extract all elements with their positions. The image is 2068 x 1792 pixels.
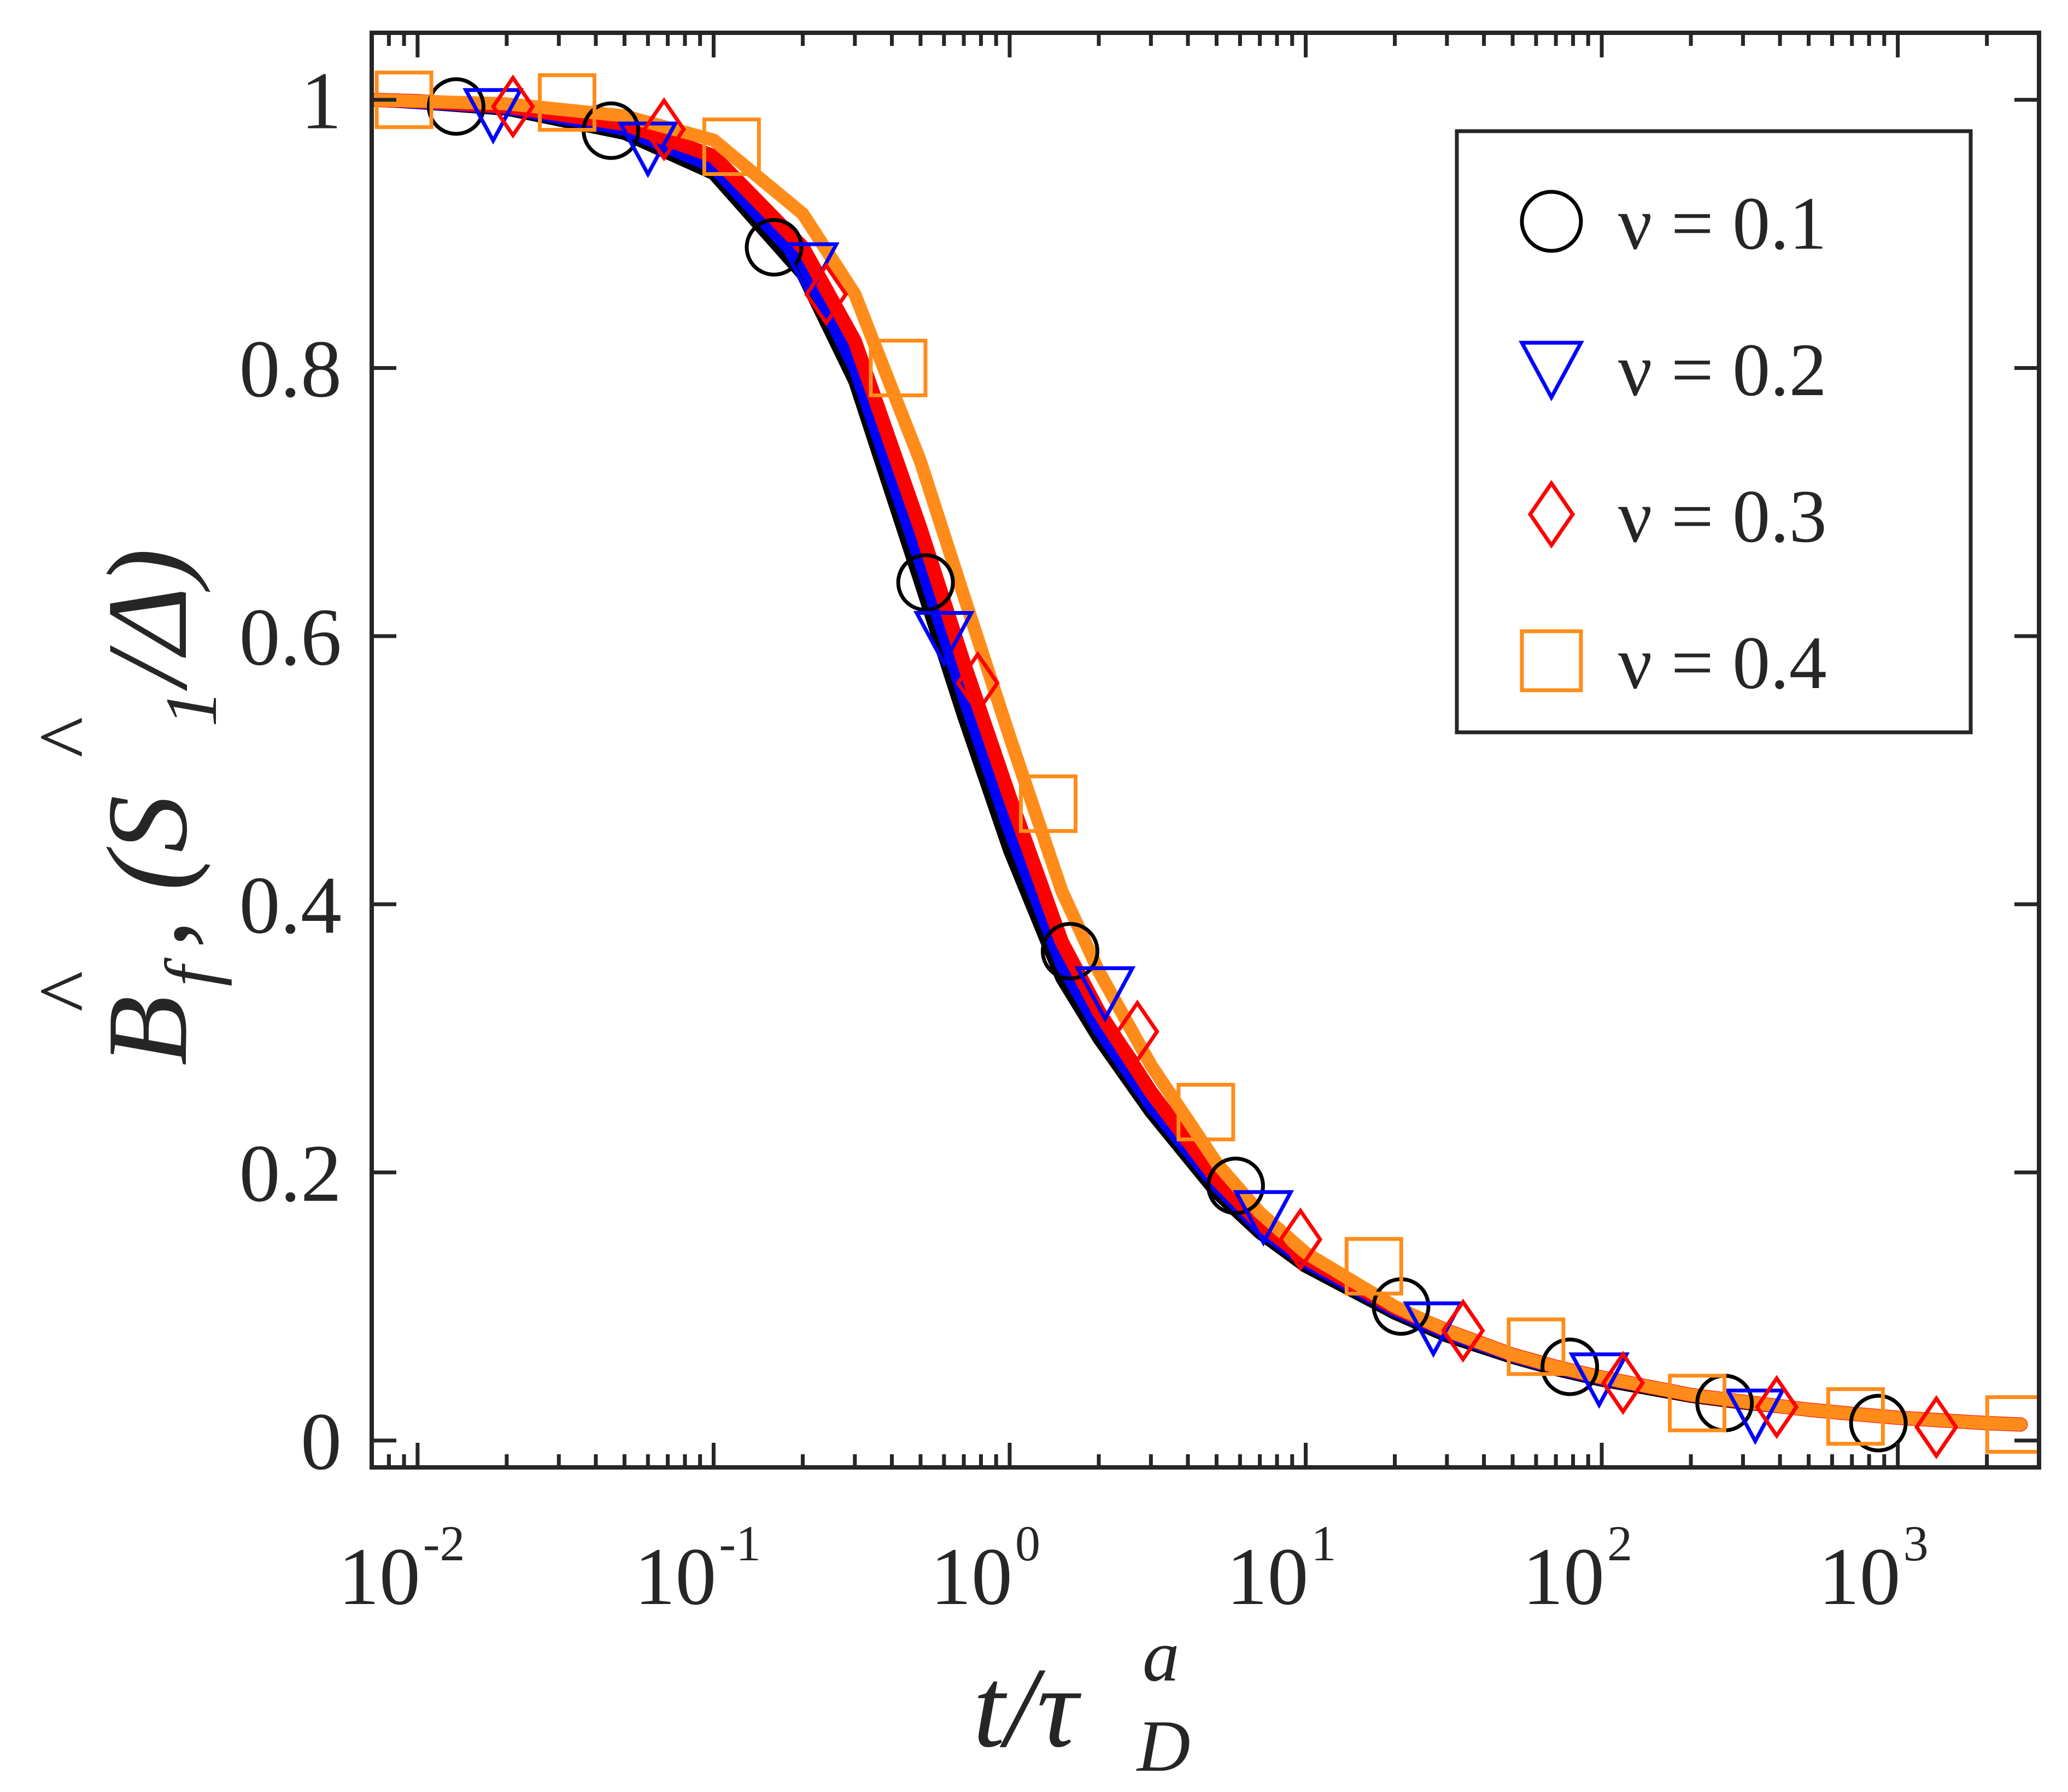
y-tick-label-5: 0.8 bbox=[239, 324, 342, 414]
marker-series-1-point-5 bbox=[1041, 921, 1100, 980]
y-axis-label: B ^ f , (S 1 ^ /Δ) bbox=[20, 548, 232, 1066]
marker-series-2-point-4 bbox=[913, 610, 975, 668]
x-tick-label-5: 10 bbox=[1522, 1531, 1604, 1622]
svg-text:1: 1 bbox=[151, 690, 232, 727]
marker-series-4-point-3 bbox=[702, 117, 761, 177]
series-markers bbox=[374, 70, 2039, 1460]
svg-text:/Δ): /Δ) bbox=[84, 548, 211, 691]
x-tick-labels: 10 -2 10 -1 10 0 10 1 10 2 10 3 bbox=[338, 1515, 1929, 1622]
marker-series-1-point-3 bbox=[745, 218, 804, 277]
y-tick-label-6: 1 bbox=[301, 56, 342, 146]
marker-series-3-point-1 bbox=[491, 74, 535, 139]
x-axis-label-sup: a bbox=[1143, 1615, 1180, 1697]
y-tick-label-1: 0 bbox=[301, 1396, 342, 1487]
y-tick-label-2: 0.2 bbox=[239, 1128, 342, 1219]
marker-series-3-point-10 bbox=[1914, 1395, 1959, 1460]
x-tick-exponent-2: -1 bbox=[719, 1515, 761, 1571]
x-tick-exponent-1: -2 bbox=[423, 1515, 465, 1571]
y-tick-label-4: 0.6 bbox=[239, 592, 342, 683]
marker-series-2-point-7 bbox=[1403, 1301, 1464, 1358]
y-tick-labels: 0 0.2 0.4 0.6 0.8 1 bbox=[239, 56, 342, 1487]
marker-series-3-point-9 bbox=[1754, 1374, 1799, 1440]
x-tick-label-1: 10 bbox=[338, 1531, 420, 1622]
legend-label-1: ν = 0.1 bbox=[1618, 181, 1827, 265]
legend-marker-2 bbox=[1519, 340, 1584, 402]
marker-series-3-point-6 bbox=[1278, 1207, 1323, 1272]
x-tick-label-4: 10 bbox=[1227, 1531, 1309, 1622]
marker-series-4-point-10 bbox=[1826, 1387, 1885, 1446]
marker-series-4-point-7 bbox=[1344, 1237, 1403, 1296]
y-tick-label-3: 0.4 bbox=[239, 860, 342, 951]
x-tick-exponent-5: 2 bbox=[1607, 1515, 1632, 1571]
x-tick-label-3: 10 bbox=[930, 1531, 1012, 1622]
legend-label-2: ν = 0.2 bbox=[1618, 328, 1827, 412]
svg-text:B: B bbox=[84, 996, 211, 1066]
plot-frame bbox=[370, 31, 2041, 1470]
marker-series-3-point-3 bbox=[804, 262, 848, 327]
axis-ticks bbox=[370, 33, 2041, 1467]
marker-series-3-point-2 bbox=[642, 97, 686, 162]
marker-series-4-point-9 bbox=[1668, 1373, 1727, 1432]
legend-marker-1 bbox=[1520, 190, 1583, 253]
marker-series-2-point-1 bbox=[462, 88, 524, 145]
marker-series-3-point-4 bbox=[956, 651, 1000, 715]
marker-series-1-point-6 bbox=[1206, 1156, 1265, 1215]
x-tick-exponent-6: 3 bbox=[1903, 1515, 1929, 1571]
marker-series-3-point-5 bbox=[1115, 999, 1159, 1064]
x-axis-label: t/τ bbox=[973, 1644, 1082, 1771]
legend: ν = 0.1 ν = 0.2 ν = 0.3 ν = 0.4 bbox=[1455, 129, 1973, 735]
svg-text:, (S: , (S bbox=[84, 795, 211, 948]
marker-series-1-point-10 bbox=[1849, 1394, 1908, 1453]
svg-text:^: ^ bbox=[20, 718, 118, 760]
x-tick-exponent-3: 0 bbox=[1015, 1515, 1040, 1571]
legend-marker-3 bbox=[1527, 480, 1575, 549]
x-tick-label-2: 10 bbox=[634, 1531, 716, 1622]
marker-series-4-point-2 bbox=[537, 73, 596, 132]
marker-series-1-point-4 bbox=[896, 553, 955, 612]
marker-series-1-point-8 bbox=[1540, 1337, 1600, 1396]
legend-marker-4 bbox=[1520, 629, 1583, 692]
x-tick-exponent-4: 1 bbox=[1311, 1515, 1337, 1571]
legend-label-4: ν = 0.4 bbox=[1618, 621, 1827, 704]
marker-series-4-point-4 bbox=[869, 338, 928, 397]
marker-series-3-point-8 bbox=[1601, 1350, 1645, 1415]
legend-label-3: ν = 0.3 bbox=[1618, 474, 1827, 558]
marker-series-4-point-11 bbox=[1985, 1395, 2039, 1454]
marker-series-2-point-5 bbox=[1074, 966, 1136, 1023]
marker-series-3-point-7 bbox=[1441, 1299, 1485, 1363]
svg-text:^: ^ bbox=[20, 972, 118, 1014]
marker-series-1-point-1 bbox=[426, 77, 485, 136]
marker-series-2-point-9 bbox=[1724, 1388, 1786, 1446]
marker-series-2-point-8 bbox=[1568, 1352, 1630, 1409]
marker-series-4-point-8 bbox=[1507, 1317, 1566, 1376]
legend-entries: ν = 0.1 ν = 0.2 ν = 0.3 ν = 0.4 bbox=[1519, 181, 1827, 704]
marker-series-4-point-6 bbox=[1176, 1083, 1235, 1142]
x-axis-label-sub: D bbox=[1136, 1706, 1191, 1787]
x-tick-label-6: 10 bbox=[1819, 1531, 1901, 1622]
marker-series-2-point-6 bbox=[1233, 1190, 1294, 1247]
marker-series-4-point-5 bbox=[1019, 774, 1078, 833]
